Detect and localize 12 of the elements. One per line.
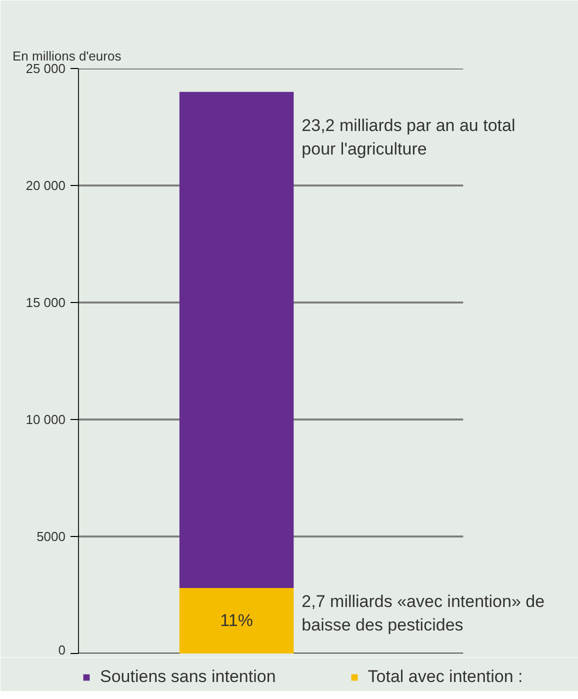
y-tick-label: 0 [58,642,66,658]
y-axis-title: En millions d'euros [12,48,122,64]
legend-label: Soutiens sans intention [100,667,276,687]
y-tick-label: 15 000 [26,295,66,310]
annotation: 11% [220,611,253,630]
legend-label: Total avec intention : [368,667,523,687]
y-tick-label: 5000 [36,529,66,544]
annotation: 23,2 milliards par an au total pour l'agriculture [302,116,516,159]
y-tick-label: 25 000 [26,61,66,76]
y-tick-label: 20 000 [26,178,66,193]
y-tick-label: 10 000 [26,412,66,427]
annotation: 2,7 milliards «avec intention» de baisse des pesticides [302,592,545,635]
